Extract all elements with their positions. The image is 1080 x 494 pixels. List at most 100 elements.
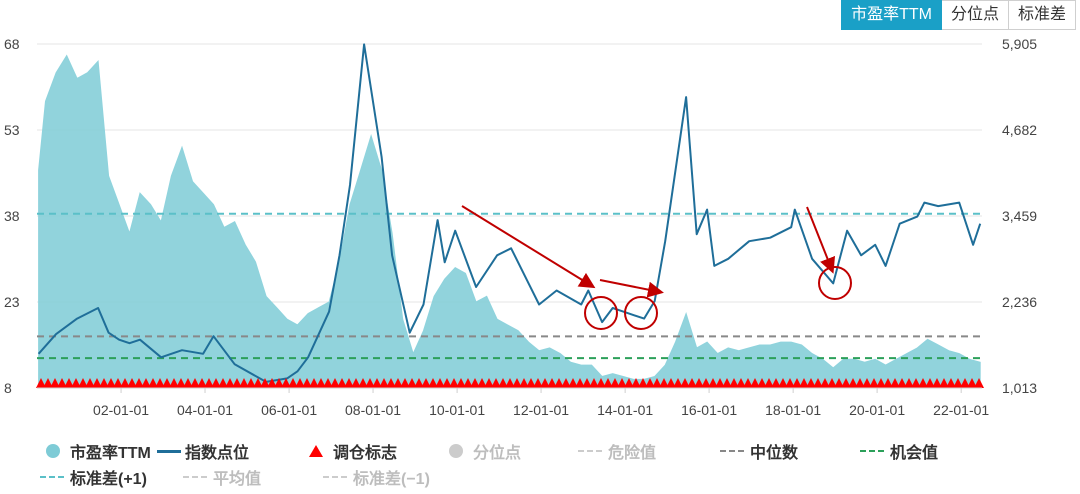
legend-std-minus[interactable]: 标准差(−1) bbox=[323, 465, 483, 489]
rebalance-marker bbox=[421, 378, 431, 388]
rebalance-marker bbox=[253, 378, 263, 388]
right-tick-label: 2,236 bbox=[1002, 294, 1037, 310]
rebalance-marker bbox=[953, 378, 963, 388]
rebalance-marker bbox=[505, 378, 515, 388]
legend-median[interactable]: 中位数 bbox=[720, 439, 860, 463]
legend-opportunity[interactable]: 机会值 bbox=[860, 439, 980, 463]
chart-tabs: 市盈率TTM 分位点 标准差 bbox=[841, 0, 1076, 30]
rebalance-marker bbox=[540, 378, 550, 388]
x-tick-label: 10-01-01 bbox=[429, 402, 485, 418]
dash-icon bbox=[40, 468, 70, 486]
legend-std-plus[interactable]: 标准差(+1) bbox=[40, 465, 183, 489]
rebalance-marker bbox=[428, 378, 438, 388]
rebalance-marker bbox=[722, 378, 732, 388]
line-icon bbox=[155, 442, 185, 460]
rebalance-marker bbox=[302, 378, 312, 388]
index-line bbox=[37, 43, 982, 383]
rebalance-marker bbox=[295, 378, 305, 388]
rebalance-marker bbox=[379, 378, 389, 388]
rebalance-marker bbox=[827, 378, 837, 388]
rebalance-marker bbox=[127, 378, 137, 388]
rebalance-marker bbox=[211, 378, 221, 388]
triangle-icon bbox=[303, 442, 333, 460]
rebalance-marker bbox=[484, 378, 494, 388]
right-axis: 1,013 2,236 3,459 4,682 5,905 bbox=[1002, 36, 1037, 396]
rebalance-marker bbox=[778, 378, 788, 388]
rebalance-marker bbox=[764, 378, 774, 388]
rebalance-marker bbox=[841, 378, 851, 388]
legend-percentile[interactable]: 分位点 bbox=[443, 439, 578, 463]
pe-ttm-area bbox=[38, 54, 981, 389]
legend-mean[interactable]: 平均值 bbox=[183, 465, 323, 489]
rebalance-marker bbox=[323, 378, 333, 388]
x-tick-label: 20-01-01 bbox=[849, 402, 905, 418]
x-tick-label: 22-01-01 bbox=[933, 402, 989, 418]
x-tick-label: 14-01-01 bbox=[597, 402, 653, 418]
rebalance-marker bbox=[218, 378, 228, 388]
rebalance-marker bbox=[533, 378, 543, 388]
left-tick-label: 53 bbox=[4, 122, 20, 138]
circle-icon bbox=[40, 442, 70, 460]
rebalance-marker bbox=[785, 378, 795, 388]
rebalance-marker bbox=[624, 378, 634, 388]
rebalance-marker bbox=[729, 378, 739, 388]
rebalance-marker bbox=[701, 378, 711, 388]
rebalance-marker bbox=[36, 378, 46, 388]
rebalance-marker bbox=[890, 378, 900, 388]
legend-index[interactable]: 指数点位 bbox=[155, 439, 303, 463]
dash-icon bbox=[323, 468, 353, 486]
rebalance-marker bbox=[190, 378, 200, 388]
x-tick-label: 16-01-01 bbox=[681, 402, 737, 418]
rebalance-marker bbox=[106, 378, 116, 388]
rebalance-marker bbox=[736, 378, 746, 388]
rebalance-marker bbox=[148, 378, 158, 388]
tab-std-dev[interactable]: 标准差 bbox=[1008, 0, 1076, 30]
annotation-circle bbox=[584, 296, 618, 330]
legend-rebalance[interactable]: 调仓标志 bbox=[303, 439, 443, 463]
rebalance-marker bbox=[512, 378, 522, 388]
dash-icon bbox=[183, 468, 213, 486]
rebalance-marker bbox=[638, 378, 648, 388]
rebalance-marker bbox=[92, 378, 102, 388]
tab-pe-ttm[interactable]: 市盈率TTM bbox=[841, 0, 942, 30]
rebalance-markers bbox=[36, 378, 984, 388]
rebalance-marker bbox=[239, 378, 249, 388]
rebalance-marker bbox=[169, 378, 179, 388]
rebalance-marker bbox=[659, 378, 669, 388]
pe-area bbox=[38, 54, 981, 389]
rebalance-marker bbox=[449, 378, 459, 388]
legend-danger[interactable]: 危险值 bbox=[578, 439, 720, 463]
rebalance-marker bbox=[176, 378, 186, 388]
rebalance-marker bbox=[918, 378, 928, 388]
rebalance-marker bbox=[939, 378, 949, 388]
rebalance-marker bbox=[414, 378, 424, 388]
left-tick-label: 8 bbox=[4, 380, 12, 396]
rebalance-marker bbox=[897, 378, 907, 388]
rebalance-marker bbox=[932, 378, 942, 388]
rebalance-marker bbox=[974, 378, 984, 388]
rebalance-marker bbox=[694, 378, 704, 388]
rebalance-marker bbox=[610, 378, 620, 388]
x-tick-label: 06-01-01 bbox=[261, 402, 317, 418]
rebalance-marker bbox=[456, 378, 466, 388]
x-tick-label: 04-01-01 bbox=[177, 402, 233, 418]
rebalance-marker bbox=[99, 378, 109, 388]
x-tick-label: 08-01-01 bbox=[345, 402, 401, 418]
rebalance-marker bbox=[792, 378, 802, 388]
rebalance-marker bbox=[848, 378, 858, 388]
rebalance-marker bbox=[743, 378, 753, 388]
annotations bbox=[461, 205, 852, 330]
rebalance-marker bbox=[197, 378, 207, 388]
rebalance-marker bbox=[204, 378, 214, 388]
legend-pe-ttm[interactable]: 市盈率TTM bbox=[40, 439, 155, 463]
valuation-chart: 8 23 38 53 68 1,013 2,236 3,459 4,682 5,905 02-0… bbox=[4, 36, 1037, 418]
rebalance-marker bbox=[631, 378, 641, 388]
left-tick-label: 38 bbox=[4, 208, 20, 224]
rebalance-marker bbox=[141, 378, 151, 388]
tab-percentile[interactable]: 分位点 bbox=[941, 0, 1009, 30]
x-tick-label: 02-01-01 bbox=[93, 402, 149, 418]
rebalance-marker bbox=[869, 378, 879, 388]
rebalance-marker bbox=[855, 378, 865, 388]
legend: 市盈率TTM 指数点位 调仓标志 分位点 危险值 中位数 机会值 bbox=[40, 438, 1040, 490]
rebalance-marker bbox=[274, 378, 284, 388]
